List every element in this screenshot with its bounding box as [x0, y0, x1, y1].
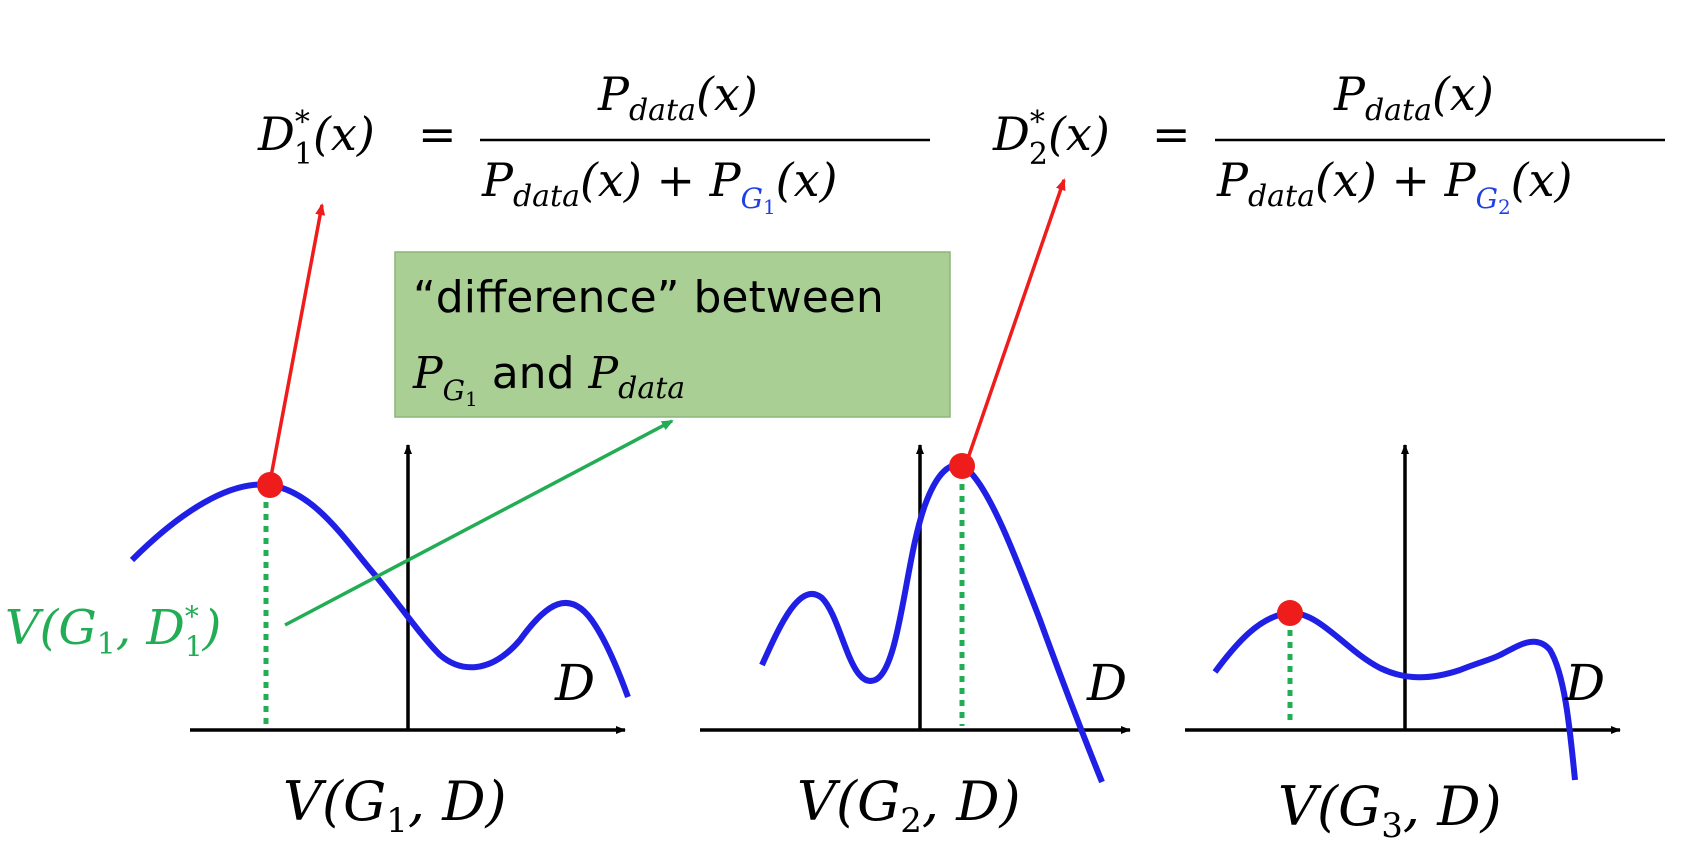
- svg-text:Pdata(x) + PG2(x): Pdata(x) + PG2(x): [1216, 153, 1573, 219]
- value-label-g-sub: 1: [97, 627, 116, 662]
- plot2-caption-g: G: [857, 770, 900, 833]
- difference-callout: “difference” between PG1 and Pdata: [394, 251, 951, 418]
- svg-text:V(G1, D): V(G1, D): [283, 770, 507, 841]
- plot2-caption-prefix: V(: [797, 770, 859, 833]
- formula2-den-arg1: (x) +: [1315, 153, 1445, 207]
- formula1-equals: =: [418, 107, 457, 161]
- value-label-d: D: [145, 600, 184, 656]
- formula2-den-p2: P: [1444, 153, 1477, 207]
- svg-text:Pdata(x): Pdata(x): [1333, 67, 1494, 128]
- plot1-caption-g: G: [343, 770, 386, 833]
- arrow-plot1-to-formula1: [268, 203, 326, 483]
- formula1-den-arg1: (x) +: [580, 153, 710, 207]
- plot3-value-curve: [1212, 609, 1578, 781]
- value-label-v-g1-d1star: V(G1, D* 1): [5, 600, 221, 663]
- formula1-lhs-sup: *: [295, 105, 310, 140]
- plot2-axis-label: D: [1086, 654, 1127, 712]
- formula1-lhs-sub: 1: [294, 137, 313, 172]
- arrow-plot2-to-formula2: [964, 178, 1066, 465]
- value-label-suffix: ): [202, 600, 222, 656]
- formula2-num-sub: data: [1365, 93, 1432, 128]
- svg-text:D*2(x): D* 2(x): [992, 105, 1110, 172]
- svg-text:D*1(x): D* 1(x): [257, 105, 375, 172]
- value-label-d-sup: *: [185, 600, 199, 633]
- svg-text:V(G2, D): V(G2, D): [797, 770, 1021, 841]
- formula1-num-arg: (x): [696, 67, 758, 121]
- formula1-lhs-arg: (x): [313, 107, 375, 161]
- callout-p: P: [412, 348, 444, 399]
- formula2-lhs-sup: *: [1030, 105, 1045, 140]
- svg-text:V(G3, D): V(G3, D): [1278, 775, 1502, 846]
- formula2-den-sub2: G: [1476, 182, 1498, 215]
- value-label-d-sub: 1: [185, 630, 203, 663]
- plot-3: D V(G3, D): [1185, 444, 1621, 846]
- plot2-max-point: [949, 453, 975, 479]
- formula-d1-star: D* 1(x) = Pdata(x) Pdata(x) + PG1(x): [257, 67, 930, 219]
- callout-p2-sub: data: [618, 371, 685, 406]
- value-label-prefix: V(: [5, 600, 60, 656]
- plot2-caption-suffix: , D): [922, 770, 1021, 833]
- plot3-caption-sub: 3: [1381, 806, 1403, 846]
- formula1-den-sub2: G: [741, 182, 763, 215]
- callout-line1: “difference” between: [413, 272, 884, 323]
- svg-text:Pdata(x) + PG1(x): Pdata(x) + PG1(x): [481, 153, 838, 219]
- formula2-den-sub1: data: [1248, 179, 1315, 214]
- formula2-den-sub2-index: 2: [1498, 195, 1511, 219]
- formula2-lhs-arg: (x): [1048, 107, 1110, 161]
- plot1-value-curve: [129, 481, 631, 699]
- plot-2: D V(G2, D): [700, 444, 1131, 841]
- callout-p2: P: [588, 348, 620, 399]
- plot1-caption-suffix: , D): [408, 770, 507, 833]
- plot1-caption-sub: 1: [386, 801, 408, 841]
- plot1-caption-prefix: V(: [283, 770, 345, 833]
- plot3-caption-prefix: V(: [1278, 775, 1340, 838]
- plot1-axis-label: D: [554, 654, 595, 712]
- value-label-sep: ,: [116, 600, 147, 656]
- formula1-den-p1: P: [481, 153, 514, 207]
- callout-p-sub-index: 1: [465, 387, 478, 411]
- formula1-den-sub2-index: 1: [763, 195, 776, 219]
- callout-box: [394, 251, 951, 418]
- plot3-axis-label: D: [1564, 654, 1605, 712]
- formula1-den-arg2: (x): [776, 153, 838, 207]
- plot1-max-point: [257, 472, 283, 498]
- callout-p-sub: G: [443, 374, 465, 407]
- formula1-num-sub: data: [629, 93, 696, 128]
- callout-and: and: [492, 348, 575, 399]
- plot3-caption-suffix: , D): [1403, 775, 1502, 838]
- formula2-num-arg: (x): [1432, 67, 1494, 121]
- formula1-lhs-symbol: D: [257, 107, 295, 161]
- formula2-lhs-sub: 2: [1029, 137, 1048, 172]
- formula1-den-sub1: data: [513, 179, 580, 214]
- formula2-equals: =: [1152, 107, 1191, 161]
- formula1-den-p2: P: [709, 153, 742, 207]
- svg-text:Pdata(x): Pdata(x): [597, 67, 758, 128]
- arrow-value-to-callout: [284, 419, 674, 627]
- formula2-num-p: P: [1333, 67, 1366, 121]
- plot3-max-point: [1277, 600, 1303, 626]
- plot2-value-curve: [759, 462, 1105, 784]
- formula-d2-star: D* 2(x) = Pdata(x) Pdata(x) + PG2(x): [992, 67, 1665, 219]
- plot3-caption-g: G: [1338, 775, 1381, 838]
- formula2-den-arg2: (x): [1511, 153, 1573, 207]
- formula2-den-p1: P: [1216, 153, 1249, 207]
- formula1-num-p: P: [597, 67, 630, 121]
- plot-1: D V(G1, D): [129, 444, 631, 841]
- value-label-g: G: [58, 600, 96, 656]
- formula2-lhs-symbol: D: [992, 107, 1030, 161]
- plot2-caption-sub: 2: [900, 801, 922, 841]
